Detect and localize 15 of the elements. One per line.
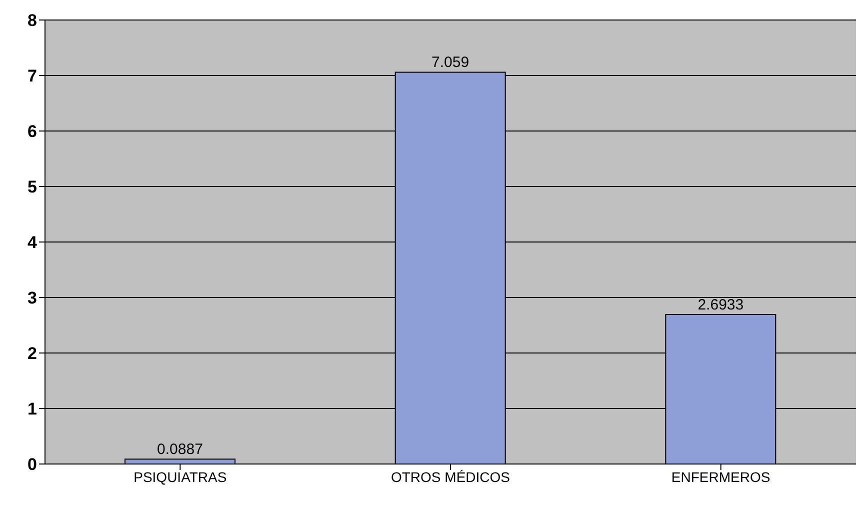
y-tick-label: 8 (28, 11, 37, 30)
x-tick-label: PSIQUIATRAS (134, 468, 227, 485)
y-tick-label: 2 (28, 344, 37, 364)
y-tick-label: 1 (28, 400, 37, 419)
x-tick-label: ENFERMEROS (671, 468, 770, 485)
x-tick-label: OTROS MÉDICOS (390, 468, 510, 485)
data-label: 7.059 (432, 54, 470, 72)
y-tick-label: 5 (28, 178, 37, 197)
y-tick-label: 0 (28, 455, 37, 474)
y-tick-label: 4 (28, 233, 38, 252)
y-tick-label: 7 (28, 66, 37, 86)
data-label: 2.6933 (698, 296, 744, 314)
data-label: 0.0887 (157, 441, 203, 458)
y-tick-label: 6 (28, 122, 37, 142)
y-tick-label: 3 (28, 288, 37, 308)
